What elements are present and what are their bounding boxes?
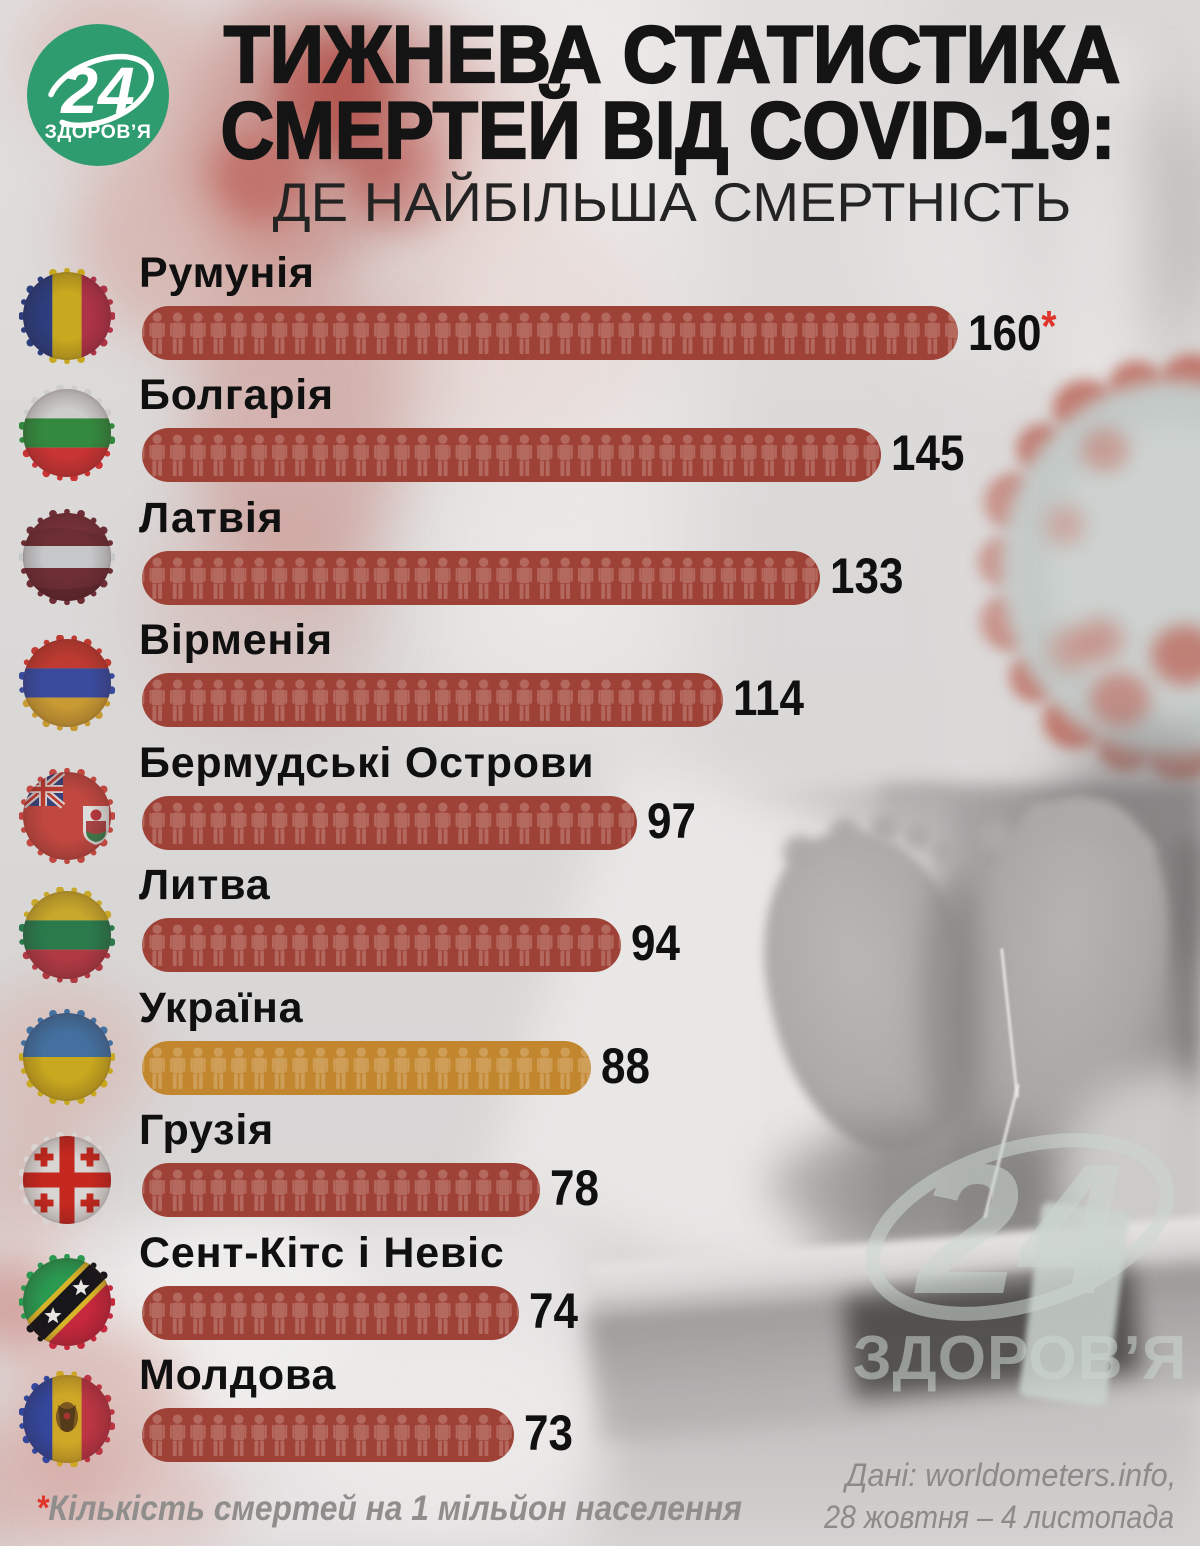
svg-text:ЗДОРОВ’Я: ЗДОРОВ’Я — [853, 1324, 1188, 1393]
svg-text:24: 24 — [59, 53, 134, 127]
svg-text:ЗДОРОВ’Я: ЗДОРОВ’Я — [45, 121, 152, 143]
svg-text:24: 24 — [914, 1127, 1123, 1333]
